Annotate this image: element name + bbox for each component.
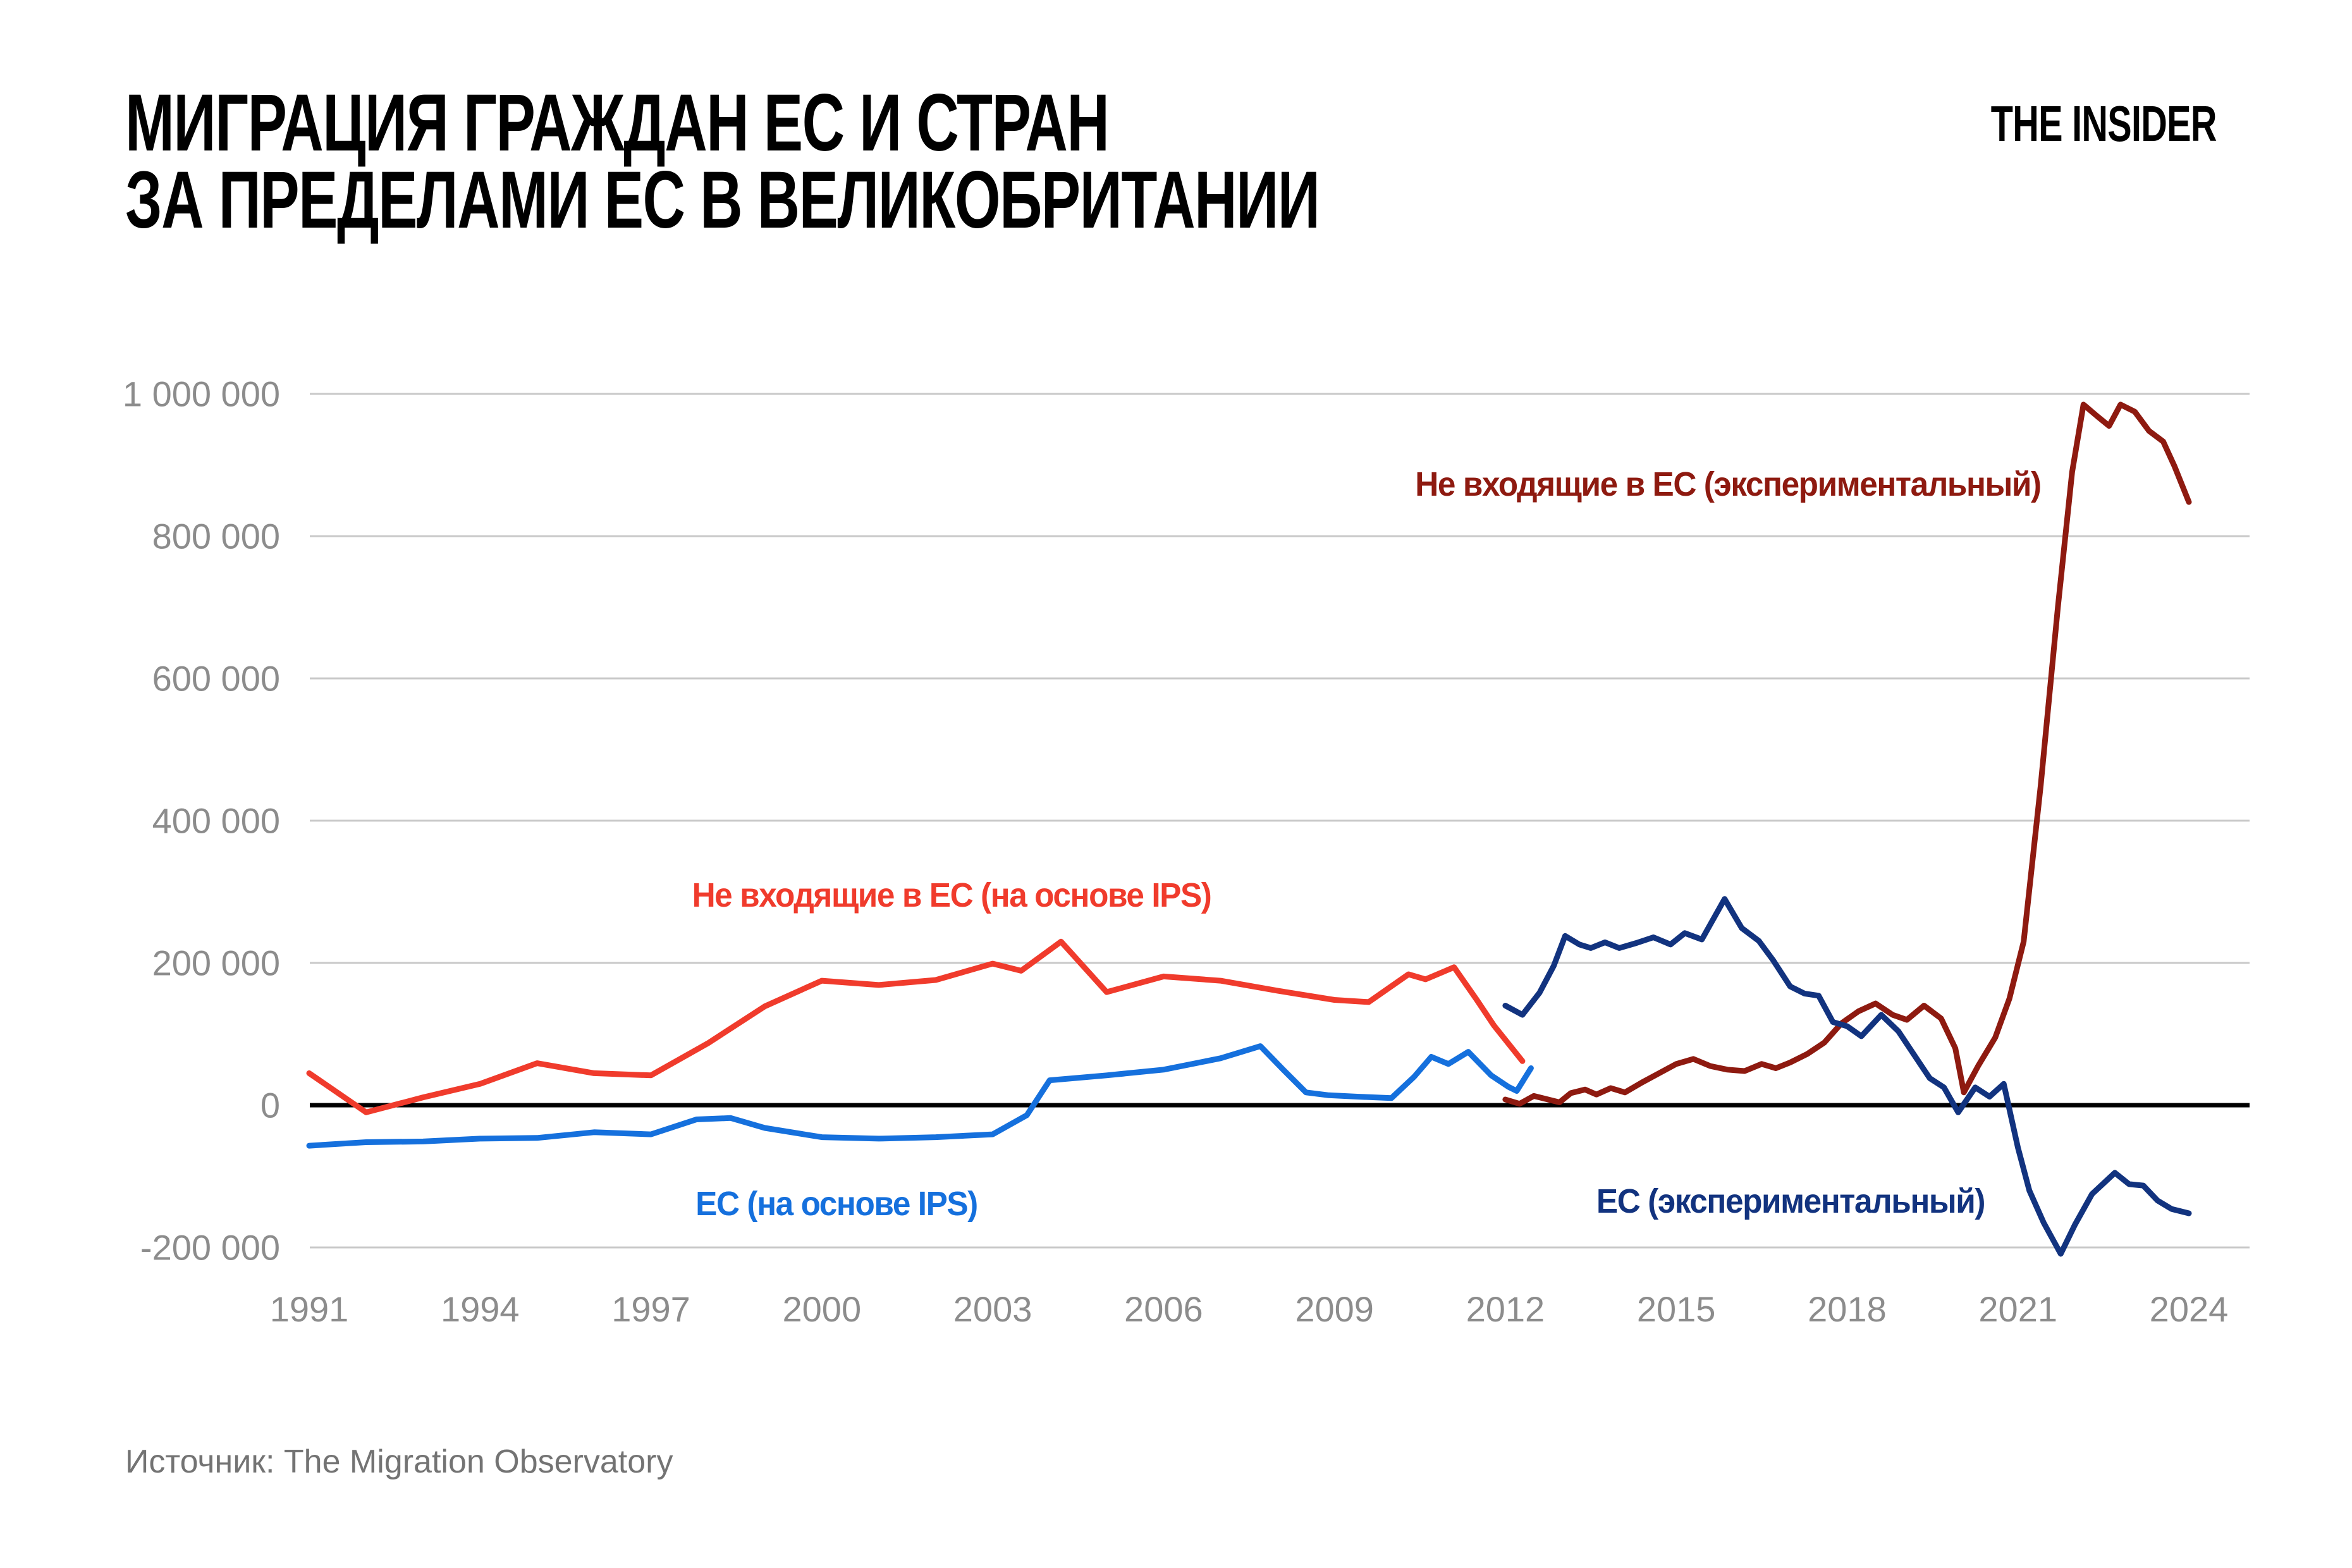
y-tick-label-200000: 200 000 — [152, 943, 280, 983]
x-axis-tick-labels-group: 1991 1994 1997 2000 2003 2006 2009 2012 2015 2018… — [270, 1289, 2229, 1329]
series-lines-group — [306, 401, 2192, 1257]
series-line-eu-ips — [306, 1043, 1534, 1149]
series-line-non-eu-ips — [306, 938, 1526, 1115]
y-tick-label-1000000: 1 000 000 — [123, 374, 280, 414]
x-tick-label-2018: 2018 — [1808, 1289, 1887, 1329]
y-tick-label-600000: 600 000 — [152, 659, 280, 699]
x-tick-label-2000: 2000 — [783, 1289, 862, 1329]
series-line-eu-experimental — [1502, 896, 2192, 1257]
y-tick-label--200000: -200 000 — [140, 1228, 280, 1268]
chart-title-line1: МИГРАЦИЯ ГРАЖДАН ЕС И СТРАН — [125, 78, 1110, 168]
chart-title-line2: ЗА ПРЕДЕЛАМИ ЕС В ВЕЛИКОБРИТАНИИ — [125, 155, 1320, 245]
y-axis-tick-labels-group: 1 000 000 800 000 600 000 400 000 200 000 0 -2… — [123, 374, 280, 1268]
x-tick-label-2021: 2021 — [1978, 1289, 2057, 1329]
x-tick-label-2024: 2024 — [2150, 1289, 2229, 1329]
source-note: Источник: The Migration Observatory — [125, 1443, 673, 1480]
x-tick-label-2009: 2009 — [1295, 1289, 1374, 1329]
x-tick-label-1994: 1994 — [441, 1289, 520, 1329]
series-label-non-eu-ips: Не входящие в ЕС (на основе IPS) — [692, 876, 1212, 914]
series-label-non-eu-experimental: Не входящие в ЕС (экспериментальный) — [1415, 465, 2042, 503]
chart-title: МИГРАЦИЯ ГРАЖДАН ЕС И СТРАН ЗА ПРЕДЕЛАМИ… — [125, 78, 1320, 245]
series-line-non-eu-experimental — [1502, 401, 2192, 1107]
y-tick-label-0: 0 — [260, 1086, 280, 1125]
brand-logo: THE INSIDER — [1991, 95, 2217, 152]
x-tick-label-2006: 2006 — [1124, 1289, 1203, 1329]
x-tick-label-2003: 2003 — [953, 1289, 1032, 1329]
x-tick-label-1997: 1997 — [611, 1289, 690, 1329]
y-tick-label-800000: 800 000 — [152, 517, 280, 556]
series-label-eu-experimental: ЕС (экспериментальный) — [1596, 1182, 1986, 1220]
series-label-eu-ips: ЕС (на основе IPS) — [695, 1185, 978, 1223]
gridlines-group — [310, 393, 2250, 1249]
x-tick-label-2015: 2015 — [1637, 1289, 1716, 1329]
x-tick-label-2012: 2012 — [1466, 1289, 1545, 1329]
x-tick-label-1991: 1991 — [270, 1289, 349, 1329]
y-tick-label-400000: 400 000 — [152, 801, 280, 841]
